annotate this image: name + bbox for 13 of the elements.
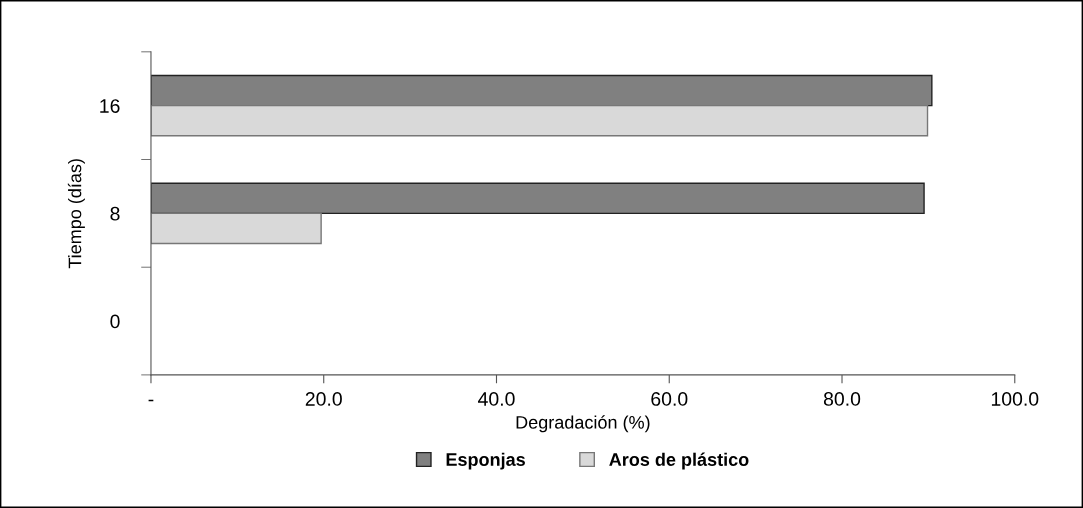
x-tick-label: 60.0 [651,392,688,406]
y-tick-label: 8 [110,206,120,221]
x-axis-title: Degradación (%) [516,415,650,433]
x-tick-label: 80.0 [823,392,861,406]
x-tick-label: 20.0 [305,392,342,406]
legend-label: Esponjas [446,452,525,470]
y-axis-title: Tiempo (días) [67,159,85,269]
x-tick-label: - [148,399,154,402]
x-tick-label: 100.0 [991,392,1039,406]
legend-label: Aros de plástico [609,452,749,470]
y-tick-label: 0 [110,314,120,329]
x-tick-label: 40.0 [478,392,515,406]
y-tick-label: 16 [100,99,120,113]
